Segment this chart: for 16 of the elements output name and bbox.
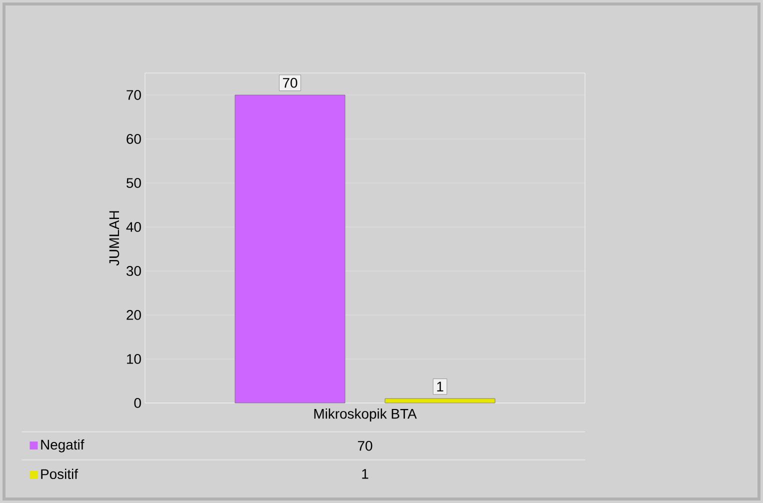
y-tick-label: 60 xyxy=(126,134,141,144)
x-tick-label: Mikroskopik BTA xyxy=(314,408,417,422)
y-tick-label: 40 xyxy=(126,222,141,232)
data-label: 1 xyxy=(437,382,444,392)
y-axis-title: JUMLAH xyxy=(109,211,120,266)
y-tick-label: 20 xyxy=(126,310,141,320)
text: 70 xyxy=(358,440,372,451)
y-tick-label: 0 xyxy=(134,398,141,408)
data-label: 70 xyxy=(282,78,298,88)
legend-label: Negatif xyxy=(41,439,84,452)
y-tick-label: 10 xyxy=(127,354,141,364)
text: 1 xyxy=(362,469,368,479)
y-tick-label: 70 xyxy=(126,90,141,100)
y-tick-label: 50 xyxy=(126,178,141,188)
y-tick-label: 30 xyxy=(126,266,141,276)
legend-label: Positif xyxy=(41,468,78,480)
